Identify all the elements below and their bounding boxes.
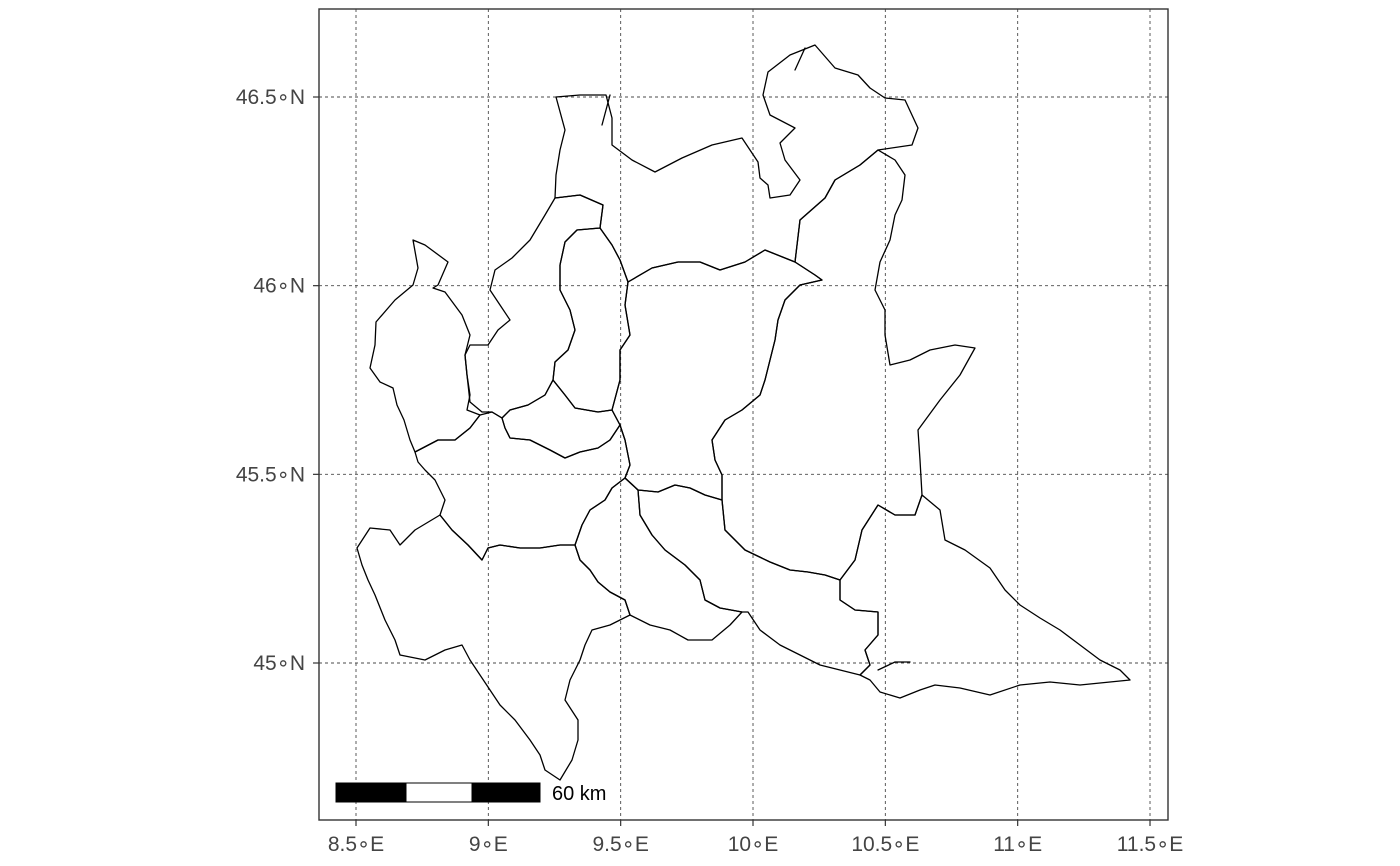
- x-tick-label: 9∘E: [469, 833, 508, 856]
- graticule: [319, 9, 1168, 820]
- y-tick-label: 46∘N: [253, 275, 305, 298]
- province-cremona: [624, 477, 879, 676]
- province-lodi: [574, 477, 743, 641]
- province-pavia: [356, 514, 631, 781]
- province-boundaries: [356, 44, 1131, 781]
- y-tick-label: 45.5∘N: [236, 463, 305, 486]
- province-milano: [414, 411, 631, 561]
- lake-segment-sondrio: [601, 94, 611, 126]
- x-tick-label: 9.5∘E: [592, 833, 648, 856]
- scale-bar-segment-1: [335, 782, 407, 803]
- y-tick-label: 45∘N: [253, 652, 305, 675]
- province-varese: [369, 239, 481, 453]
- river-segment-mantova: [877, 661, 911, 671]
- province-brescia: [711, 149, 976, 581]
- y-tick-label: 46.5∘N: [236, 86, 305, 109]
- panel-border: [318, 8, 1169, 821]
- x-tick-label: 10.5∘E: [851, 833, 919, 856]
- scale-bar: 60 km: [335, 782, 606, 805]
- axes: 8.5∘E 9∘E 9.5∘E 10∘E 10.5∘E 11∘E 11.5∘E 45∘N 45.…: [236, 86, 1183, 856]
- river-segment-north: [794, 47, 806, 71]
- scale-bar-label: 60 km: [552, 783, 606, 805]
- province-mantova: [839, 494, 1131, 699]
- x-tick-label: 11.5∘E: [1117, 833, 1183, 856]
- province-sondrio: [554, 44, 919, 283]
- province-como: [464, 194, 604, 419]
- province-bergamo: [611, 249, 823, 501]
- x-tick-label: 10∘E: [728, 833, 779, 856]
- x-tick-label: 8.5∘E: [328, 833, 384, 856]
- scale-bar-segment-2: [405, 782, 473, 803]
- scale-bar-segment-3: [471, 782, 541, 803]
- x-tick-label: 11∘E: [993, 833, 1042, 856]
- province-monza-brianza: [501, 379, 621, 459]
